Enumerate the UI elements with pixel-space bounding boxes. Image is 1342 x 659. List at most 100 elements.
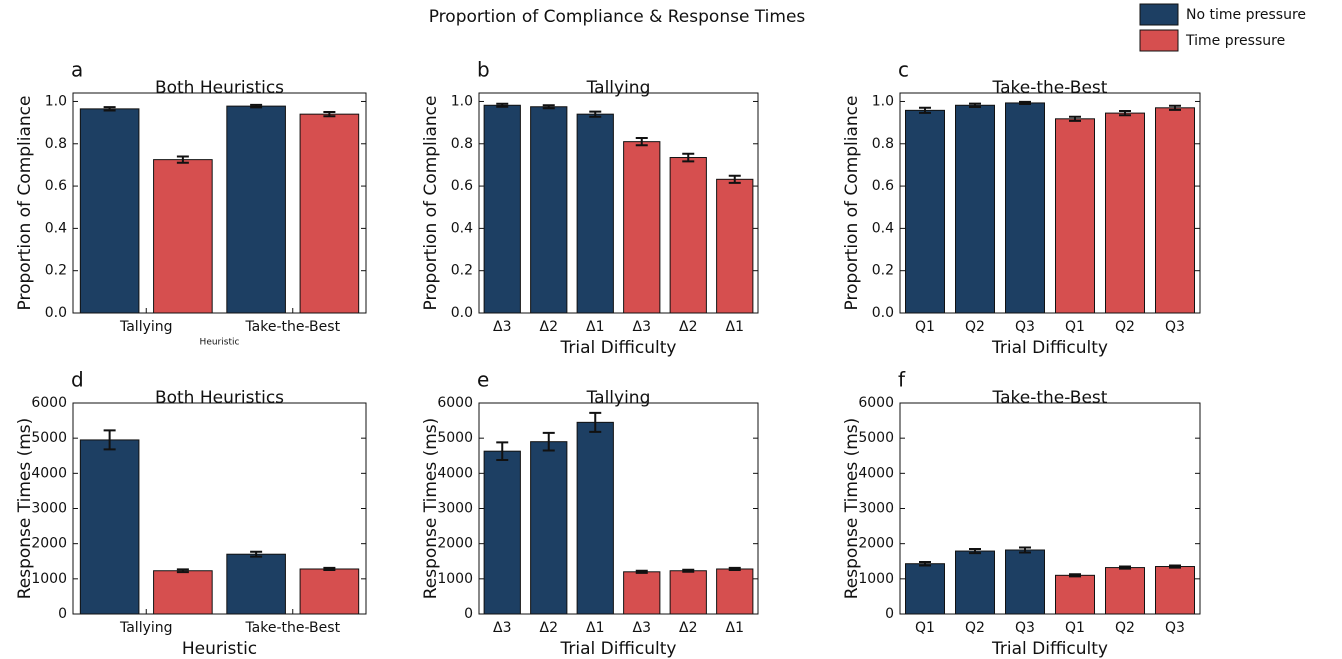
panel-label: b <box>477 58 490 82</box>
error-bar <box>969 547 981 555</box>
bar <box>1105 567 1145 615</box>
x-tick-label: Δ1 <box>586 620 604 636</box>
bar <box>530 106 568 314</box>
y-tick-label: 0.2 <box>872 263 894 279</box>
error-bar <box>323 111 336 118</box>
y-tick-label: 2000 <box>437 536 473 552</box>
bar <box>669 157 707 314</box>
x-axis-label: Heuristic <box>182 639 257 659</box>
bar <box>153 570 213 615</box>
y-tick-label: 0.4 <box>872 220 894 236</box>
x-axis-label: Trial Difficulty <box>560 639 677 659</box>
bar <box>79 108 140 314</box>
error-bar <box>1169 564 1181 569</box>
bar <box>79 439 140 615</box>
error-bar <box>176 568 189 574</box>
error-bar <box>1119 109 1131 117</box>
y-tick-label: 0.8 <box>451 136 473 152</box>
error-bar <box>176 155 189 164</box>
y-tick-label: 1.0 <box>45 93 67 109</box>
panel-label: d <box>71 368 84 392</box>
bar <box>576 113 614 314</box>
error-bar <box>103 429 116 451</box>
x-tick-label: Take-the-Best <box>244 319 340 335</box>
error-bar <box>728 566 741 572</box>
bar <box>1155 107 1195 314</box>
bar <box>623 571 661 615</box>
y-tick-label: 0.4 <box>45 220 67 236</box>
error-bar <box>728 174 741 184</box>
x-tick-label: Q2 <box>965 620 985 636</box>
y-tick-label: 1.0 <box>872 93 894 109</box>
bar <box>1055 574 1095 615</box>
legend-label: No time pressure <box>1186 7 1306 23</box>
y-tick-label: 0.0 <box>872 305 894 321</box>
error-bar <box>496 102 509 108</box>
bar <box>716 568 754 615</box>
bar <box>955 104 995 314</box>
bar <box>905 109 945 314</box>
x-tick-label: Tallying <box>119 620 173 636</box>
bar <box>1005 102 1045 314</box>
x-tick-label: Δ2 <box>679 319 697 335</box>
x-tick-label: Q1 <box>1065 319 1085 335</box>
error-bar <box>919 106 931 114</box>
y-tick-label: 0.6 <box>451 178 473 194</box>
y-axis-label: Response Times (ms) <box>421 418 441 600</box>
bar <box>669 570 707 615</box>
x-tick-label: Q1 <box>1065 620 1085 636</box>
error-bar <box>969 102 981 108</box>
y-tick-label: 5000 <box>31 430 67 446</box>
y-tick-label: 1.0 <box>451 93 473 109</box>
x-tick-label: Δ2 <box>540 319 558 335</box>
bar <box>299 113 360 314</box>
bar <box>576 421 614 615</box>
x-tick-label: Δ3 <box>633 620 651 636</box>
subplot-title: Both Heuristics <box>155 78 284 98</box>
y-axis-label: Proportion of Compliance <box>15 96 35 311</box>
x-tick-label: Q2 <box>1115 620 1135 636</box>
y-tick-label: 0.6 <box>45 178 67 194</box>
bar <box>955 550 995 615</box>
y-tick-label: 1000 <box>858 571 894 587</box>
y-tick-label: 3000 <box>858 501 894 517</box>
subplot-title: Take-the-Best <box>992 388 1108 408</box>
y-tick-label: 1000 <box>437 571 473 587</box>
x-tick-label: Q3 <box>1165 319 1185 335</box>
error-bar <box>682 568 695 573</box>
panel-label: a <box>71 58 83 82</box>
error-bar <box>919 560 931 567</box>
y-tick-label: 4000 <box>437 465 473 481</box>
error-bar <box>1169 104 1181 111</box>
error-bar <box>103 106 116 112</box>
x-axis-label: Trial Difficulty <box>991 338 1108 358</box>
y-tick-label: 6000 <box>437 395 473 411</box>
y-axis-label: Proportion of Compliance <box>421 96 441 311</box>
x-tick-label: Δ3 <box>493 319 511 335</box>
bar <box>530 441 568 615</box>
y-tick-label: 0.8 <box>45 136 67 152</box>
panel-label: e <box>477 368 489 392</box>
x-axis-label: Heuristic <box>200 338 240 348</box>
bar <box>483 104 521 314</box>
panel-label: f <box>898 368 906 392</box>
y-tick-label: 1000 <box>31 571 67 587</box>
x-tick-label: Δ1 <box>726 319 744 335</box>
error-bar <box>496 441 509 461</box>
y-tick-label: 0 <box>464 606 473 622</box>
subplot-title: Tallying <box>586 388 651 408</box>
error-bar <box>1119 565 1131 570</box>
bar <box>1105 112 1145 314</box>
error-bar <box>589 411 602 433</box>
y-tick-label: 0.2 <box>451 263 473 279</box>
error-bar <box>1019 100 1031 105</box>
legend-swatch <box>1139 3 1179 26</box>
x-tick-label: Δ3 <box>633 319 651 335</box>
y-tick-label: 0.0 <box>451 305 473 321</box>
y-tick-label: 0.6 <box>872 178 894 194</box>
error-bar <box>1069 573 1081 578</box>
x-tick-label: Q2 <box>965 319 985 335</box>
error-bar <box>682 152 695 163</box>
x-tick-label: Q3 <box>1015 620 1035 636</box>
y-tick-label: 0 <box>58 606 67 622</box>
